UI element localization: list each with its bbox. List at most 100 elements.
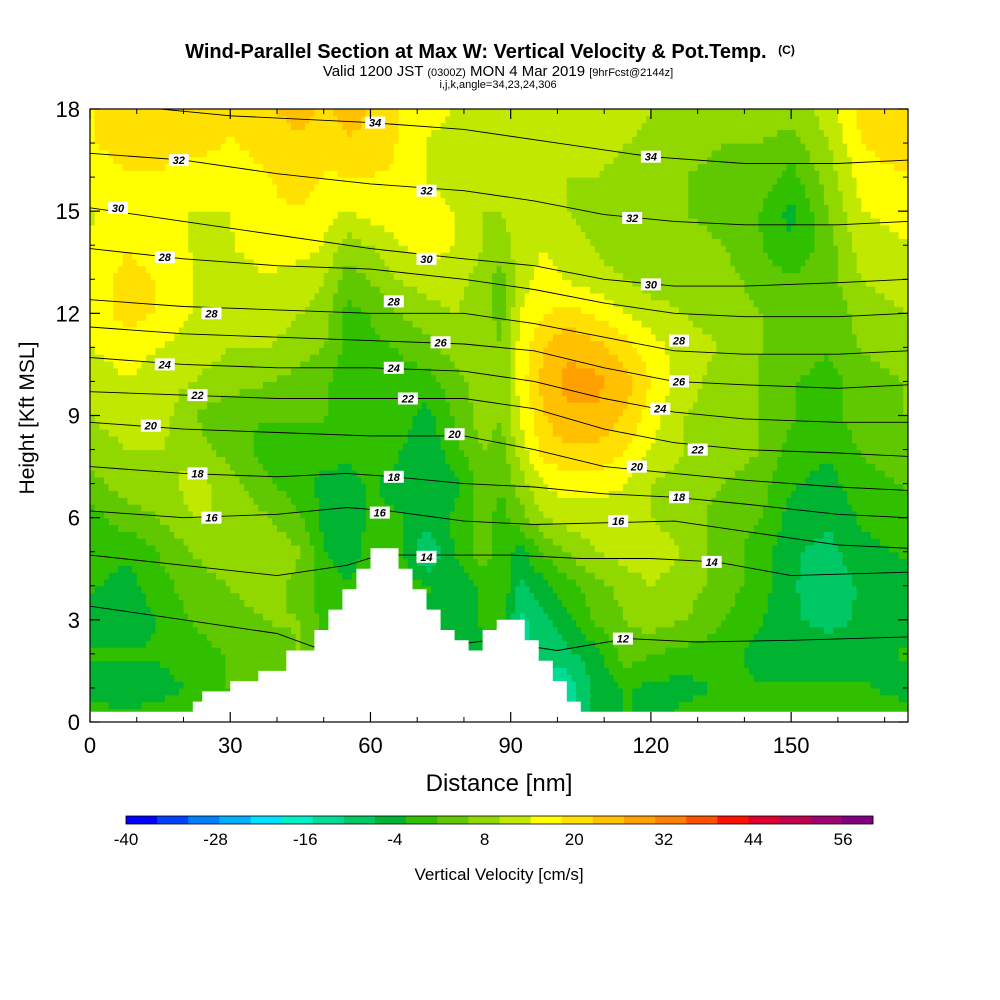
- velocity-cell: [127, 524, 133, 532]
- velocity-cell: [884, 592, 890, 600]
- velocity-cell: [847, 633, 853, 641]
- velocity-cell: [842, 694, 848, 703]
- velocity-cell: [641, 653, 647, 662]
- velocity-cell: [590, 544, 596, 553]
- velocity-cell: [669, 578, 675, 587]
- velocity-cell: [463, 544, 470, 553]
- velocity-cell: [580, 585, 587, 594]
- velocity-cell: [744, 613, 750, 621]
- velocity-cell: [506, 585, 512, 594]
- velocity-cell: [828, 592, 834, 600]
- velocity-cell: [206, 558, 213, 566]
- velocity-cell: [178, 667, 185, 675]
- velocity-cell: [707, 592, 713, 600]
- velocity-cell: [814, 653, 820, 662]
- velocity-cell: [454, 599, 460, 607]
- velocity-cell: [459, 544, 465, 553]
- velocity-cell: [127, 647, 133, 655]
- velocity-cell: [468, 626, 474, 635]
- velocity-cell: [136, 565, 143, 573]
- velocity-cell: [823, 613, 830, 621]
- velocity-cell: [851, 640, 858, 648]
- velocity-cell: [884, 531, 890, 539]
- velocity-cell: [627, 585, 633, 594]
- velocity-cell: [692, 687, 699, 696]
- velocity-cell: [272, 565, 278, 573]
- velocity-cell: [711, 660, 717, 669]
- velocity-cell: [225, 660, 231, 669]
- velocity-cell: [188, 551, 194, 560]
- velocity-cell: [833, 660, 839, 669]
- velocity-cell: [875, 653, 881, 662]
- velocity-cell: [94, 633, 100, 641]
- velocity-cell: [707, 701, 713, 709]
- velocity-cell: [608, 640, 615, 648]
- velocity-cell: [188, 701, 194, 709]
- velocity-cell: [660, 674, 666, 682]
- velocity-cell: [688, 701, 694, 709]
- velocity-cell: [197, 592, 203, 600]
- velocity-cell: [702, 551, 708, 560]
- velocity-cell: [893, 660, 900, 669]
- velocity-cell: [739, 660, 745, 669]
- velocity-cell: [202, 640, 208, 648]
- velocity-cell: [276, 531, 283, 539]
- velocity-cell: [833, 531, 839, 539]
- velocity-cell: [870, 647, 876, 655]
- velocity-cell: [847, 640, 853, 648]
- velocity-cell: [711, 694, 717, 703]
- velocity-cell: [697, 681, 703, 689]
- velocity-cell: [851, 531, 858, 539]
- velocity-cell: [585, 653, 591, 662]
- velocity-cell: [688, 585, 694, 594]
- velocity-cell: [566, 647, 573, 655]
- velocity-cell: [459, 619, 465, 628]
- velocity-cell: [865, 701, 872, 709]
- velocity-cell: [608, 674, 615, 682]
- velocity-cell: [627, 613, 633, 621]
- velocity-cell: [707, 531, 713, 539]
- velocity-cell: [828, 599, 834, 607]
- velocity-cell: [749, 592, 755, 600]
- velocity-cell: [239, 565, 245, 573]
- velocity-cell: [697, 633, 703, 641]
- velocity-cell: [632, 578, 638, 587]
- velocity-cell: [898, 701, 904, 709]
- velocity-cell: [515, 613, 521, 621]
- velocity-cell: [646, 572, 652, 580]
- velocity-cell: [692, 551, 699, 560]
- velocity-cell: [136, 701, 143, 709]
- velocity-cell: [104, 544, 110, 553]
- velocity-cell: [183, 687, 189, 696]
- velocity-cell: [150, 674, 157, 682]
- velocity-cell: [814, 694, 820, 703]
- velocity-cell: [206, 531, 213, 539]
- velocity-cell: [865, 626, 872, 635]
- velocity-cell: [884, 558, 890, 566]
- velocity-cell: [286, 558, 292, 566]
- velocity-cell: [819, 667, 825, 675]
- velocity-cell: [772, 619, 778, 628]
- velocity-cell: [636, 558, 643, 566]
- velocity-cell: [538, 633, 544, 641]
- velocity-cell: [613, 619, 619, 628]
- velocity-cell: [636, 572, 643, 580]
- velocity-cell: [856, 660, 862, 669]
- velocity-cell: [234, 626, 241, 635]
- velocity-cell: [206, 572, 213, 580]
- velocity-cell: [463, 578, 470, 587]
- velocity-cell: [898, 578, 904, 587]
- velocity-cell: [650, 558, 657, 566]
- velocity-cell: [786, 558, 792, 566]
- velocity-cell: [534, 599, 540, 607]
- velocity-cell: [281, 558, 287, 566]
- velocity-cell: [290, 599, 297, 607]
- velocity-cell: [356, 544, 362, 553]
- velocity-cell: [337, 572, 344, 580]
- velocity-cell: [725, 653, 731, 662]
- velocity-cell: [174, 660, 180, 669]
- velocity-cell: [319, 585, 325, 594]
- velocity-cell: [678, 565, 685, 573]
- velocity-cell: [781, 619, 788, 628]
- velocity-cell: [613, 592, 619, 600]
